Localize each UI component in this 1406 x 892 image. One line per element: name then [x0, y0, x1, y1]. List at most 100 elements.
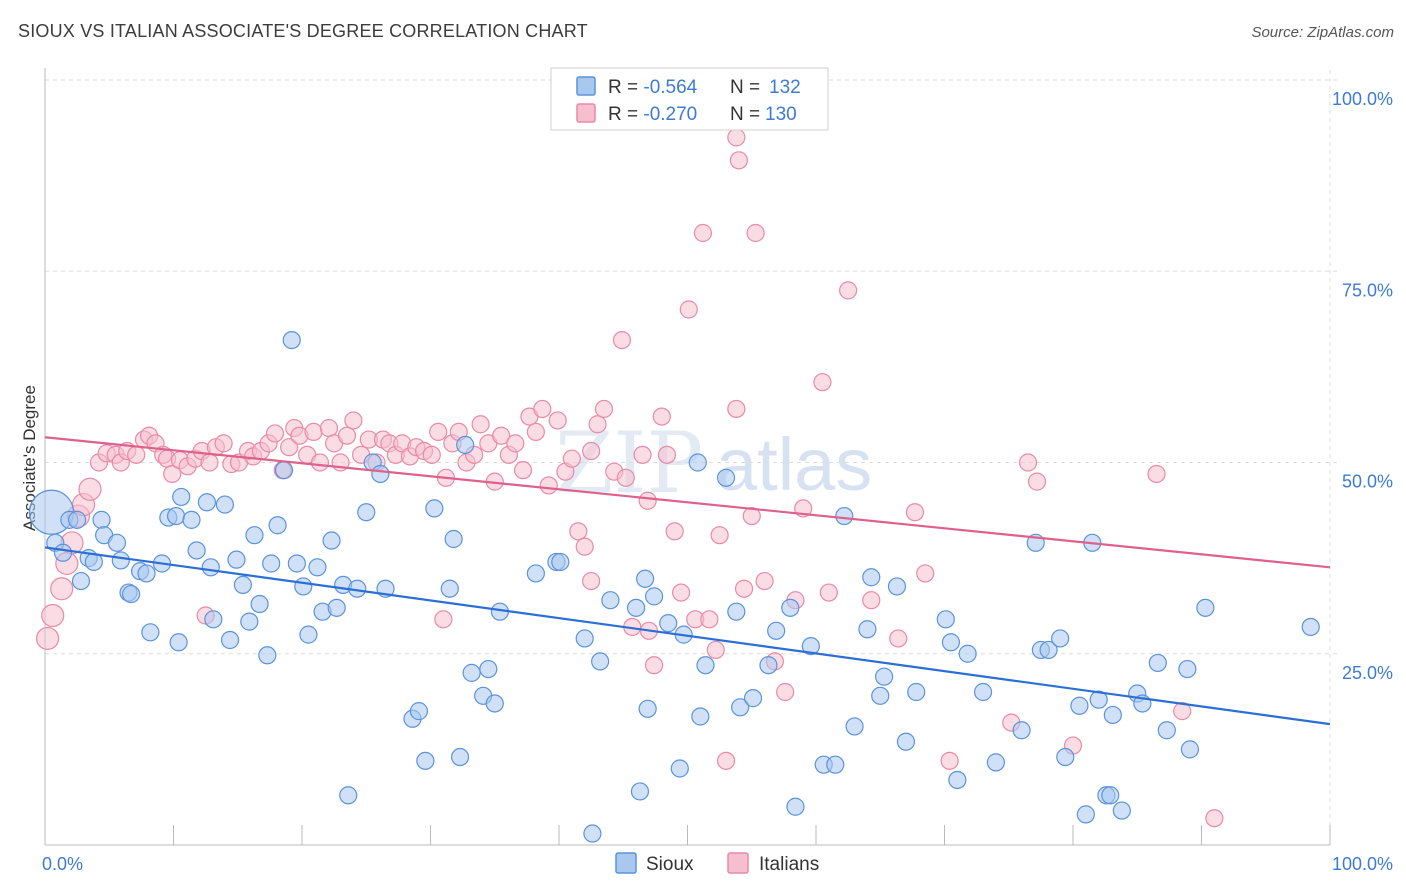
sioux-point [1178, 659, 1197, 679]
sioux-point [659, 614, 678, 633]
italians-point [588, 415, 607, 434]
italians-point [729, 151, 749, 170]
italians-point [526, 422, 545, 441]
italians-point [575, 537, 594, 556]
italians-point [742, 506, 761, 526]
sioux-point [936, 610, 955, 629]
italians-point [471, 415, 490, 434]
bottom-legend-swatch-sioux [615, 852, 637, 874]
sioux-point [743, 689, 763, 708]
legend-row-sioux: R = -0.564 N = 132 [608, 77, 801, 98]
sioux-point [111, 551, 130, 570]
italians-point [280, 438, 299, 457]
italians-point [905, 503, 925, 522]
sioux-point [274, 461, 294, 480]
italians-point [533, 399, 552, 419]
sioux-point [425, 499, 444, 518]
italians-point [594, 399, 614, 419]
italians-point [727, 128, 746, 147]
italians-points [35, 128, 1224, 828]
sioux-point [875, 667, 894, 686]
italians-point [644, 656, 664, 675]
italians-point [337, 426, 357, 445]
italians-point [633, 445, 652, 464]
sioux-point [440, 579, 459, 598]
italians-point [671, 583, 691, 602]
sioux-point [696, 656, 715, 675]
sioux-point [781, 598, 800, 617]
sioux-point [551, 552, 570, 572]
sioux-point [357, 503, 376, 522]
sioux-point [262, 554, 281, 573]
sioux-point [973, 682, 993, 702]
italians-point [582, 441, 601, 461]
italians-point [50, 577, 74, 601]
sioux-point [220, 630, 240, 650]
italians-point [304, 422, 323, 441]
sioux-point [371, 464, 390, 484]
y-axis-title: Associate's Degree [20, 385, 39, 531]
italians-point [163, 464, 182, 484]
italians-point [813, 373, 832, 392]
italians-point [548, 411, 567, 430]
legend-row-italians: R = -0.270 N = 130 [608, 104, 797, 125]
sioux-point [948, 770, 967, 790]
sioux-point [759, 656, 778, 675]
italians-point [492, 426, 511, 445]
sioux-point [630, 782, 650, 801]
sioux-point [339, 786, 358, 805]
italians-point [710, 526, 729, 545]
italians-point [657, 445, 677, 464]
italians-point [916, 564, 935, 583]
sioux-point [409, 702, 429, 721]
sioux-point [958, 644, 977, 663]
legend-n-value-italians: 130 [765, 104, 797, 125]
bottom-legend-swatch-italians [727, 852, 749, 874]
italians-point [429, 422, 448, 441]
italians-point [319, 418, 339, 438]
sioux-point [444, 529, 463, 549]
sioux-point [1196, 598, 1215, 617]
legend-swatch-italians [576, 103, 596, 123]
gridlines [45, 70, 1340, 845]
sioux-point [166, 506, 186, 526]
sioux-point [485, 694, 504, 713]
italians-point [582, 571, 601, 591]
italians-point [1018, 453, 1038, 472]
italians-point [539, 476, 558, 495]
sioux-point [941, 633, 961, 652]
x-tick-labels: 0.0% 100.0% [42, 854, 1393, 874]
sioux-point [215, 495, 234, 514]
legend-swatch-sioux [576, 76, 596, 96]
sioux-trendline [44, 546, 1331, 726]
sioux-point [204, 610, 223, 629]
italians-point [819, 583, 838, 602]
sioux-point [1180, 740, 1200, 759]
sioux-point [801, 636, 820, 656]
sioux-point [299, 625, 318, 644]
sioux-point [282, 331, 301, 350]
bottom-legend-sioux: Sioux [646, 854, 694, 875]
sioux-point [626, 598, 646, 617]
sioux-point [327, 598, 346, 617]
sioux-point [767, 621, 786, 640]
sioux-point [691, 707, 710, 726]
sioux-points [28, 331, 1320, 843]
italians-point [562, 449, 581, 468]
sioux-point [172, 487, 191, 507]
italians-point [889, 629, 908, 648]
sioux-point [268, 516, 287, 535]
italians-point [616, 468, 635, 487]
italians-point [434, 610, 453, 629]
sioux-point [591, 652, 610, 671]
sioux-point [786, 797, 805, 816]
italians-point [665, 522, 684, 541]
italians-point [612, 331, 632, 350]
sioux-point [92, 510, 111, 529]
sioux-point [201, 558, 220, 577]
italians-point [1147, 464, 1166, 484]
sioux-point [1012, 721, 1031, 740]
y-tick-label-100: 100.0% [1332, 89, 1393, 109]
sioux-point [308, 558, 327, 577]
sioux-point [456, 435, 475, 455]
